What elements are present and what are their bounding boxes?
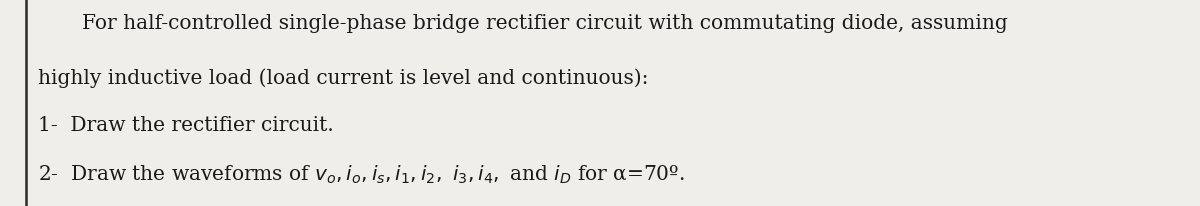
Text: 2-  Draw the waveforms of $v_o,i_o,i_s,i_1,i_2,\ i_3,i_4,$ and $i_D$ for α=70º.: 2- Draw the waveforms of $v_o,i_o,i_s,i_… bbox=[38, 163, 685, 185]
Text: For half-controlled single-phase bridge rectifier circuit with commutating diode: For half-controlled single-phase bridge … bbox=[82, 14, 1007, 33]
Text: highly inductive load (load current is level and continuous):: highly inductive load (load current is l… bbox=[38, 68, 649, 88]
Text: 1-  Draw the rectifier circuit.: 1- Draw the rectifier circuit. bbox=[38, 115, 334, 134]
